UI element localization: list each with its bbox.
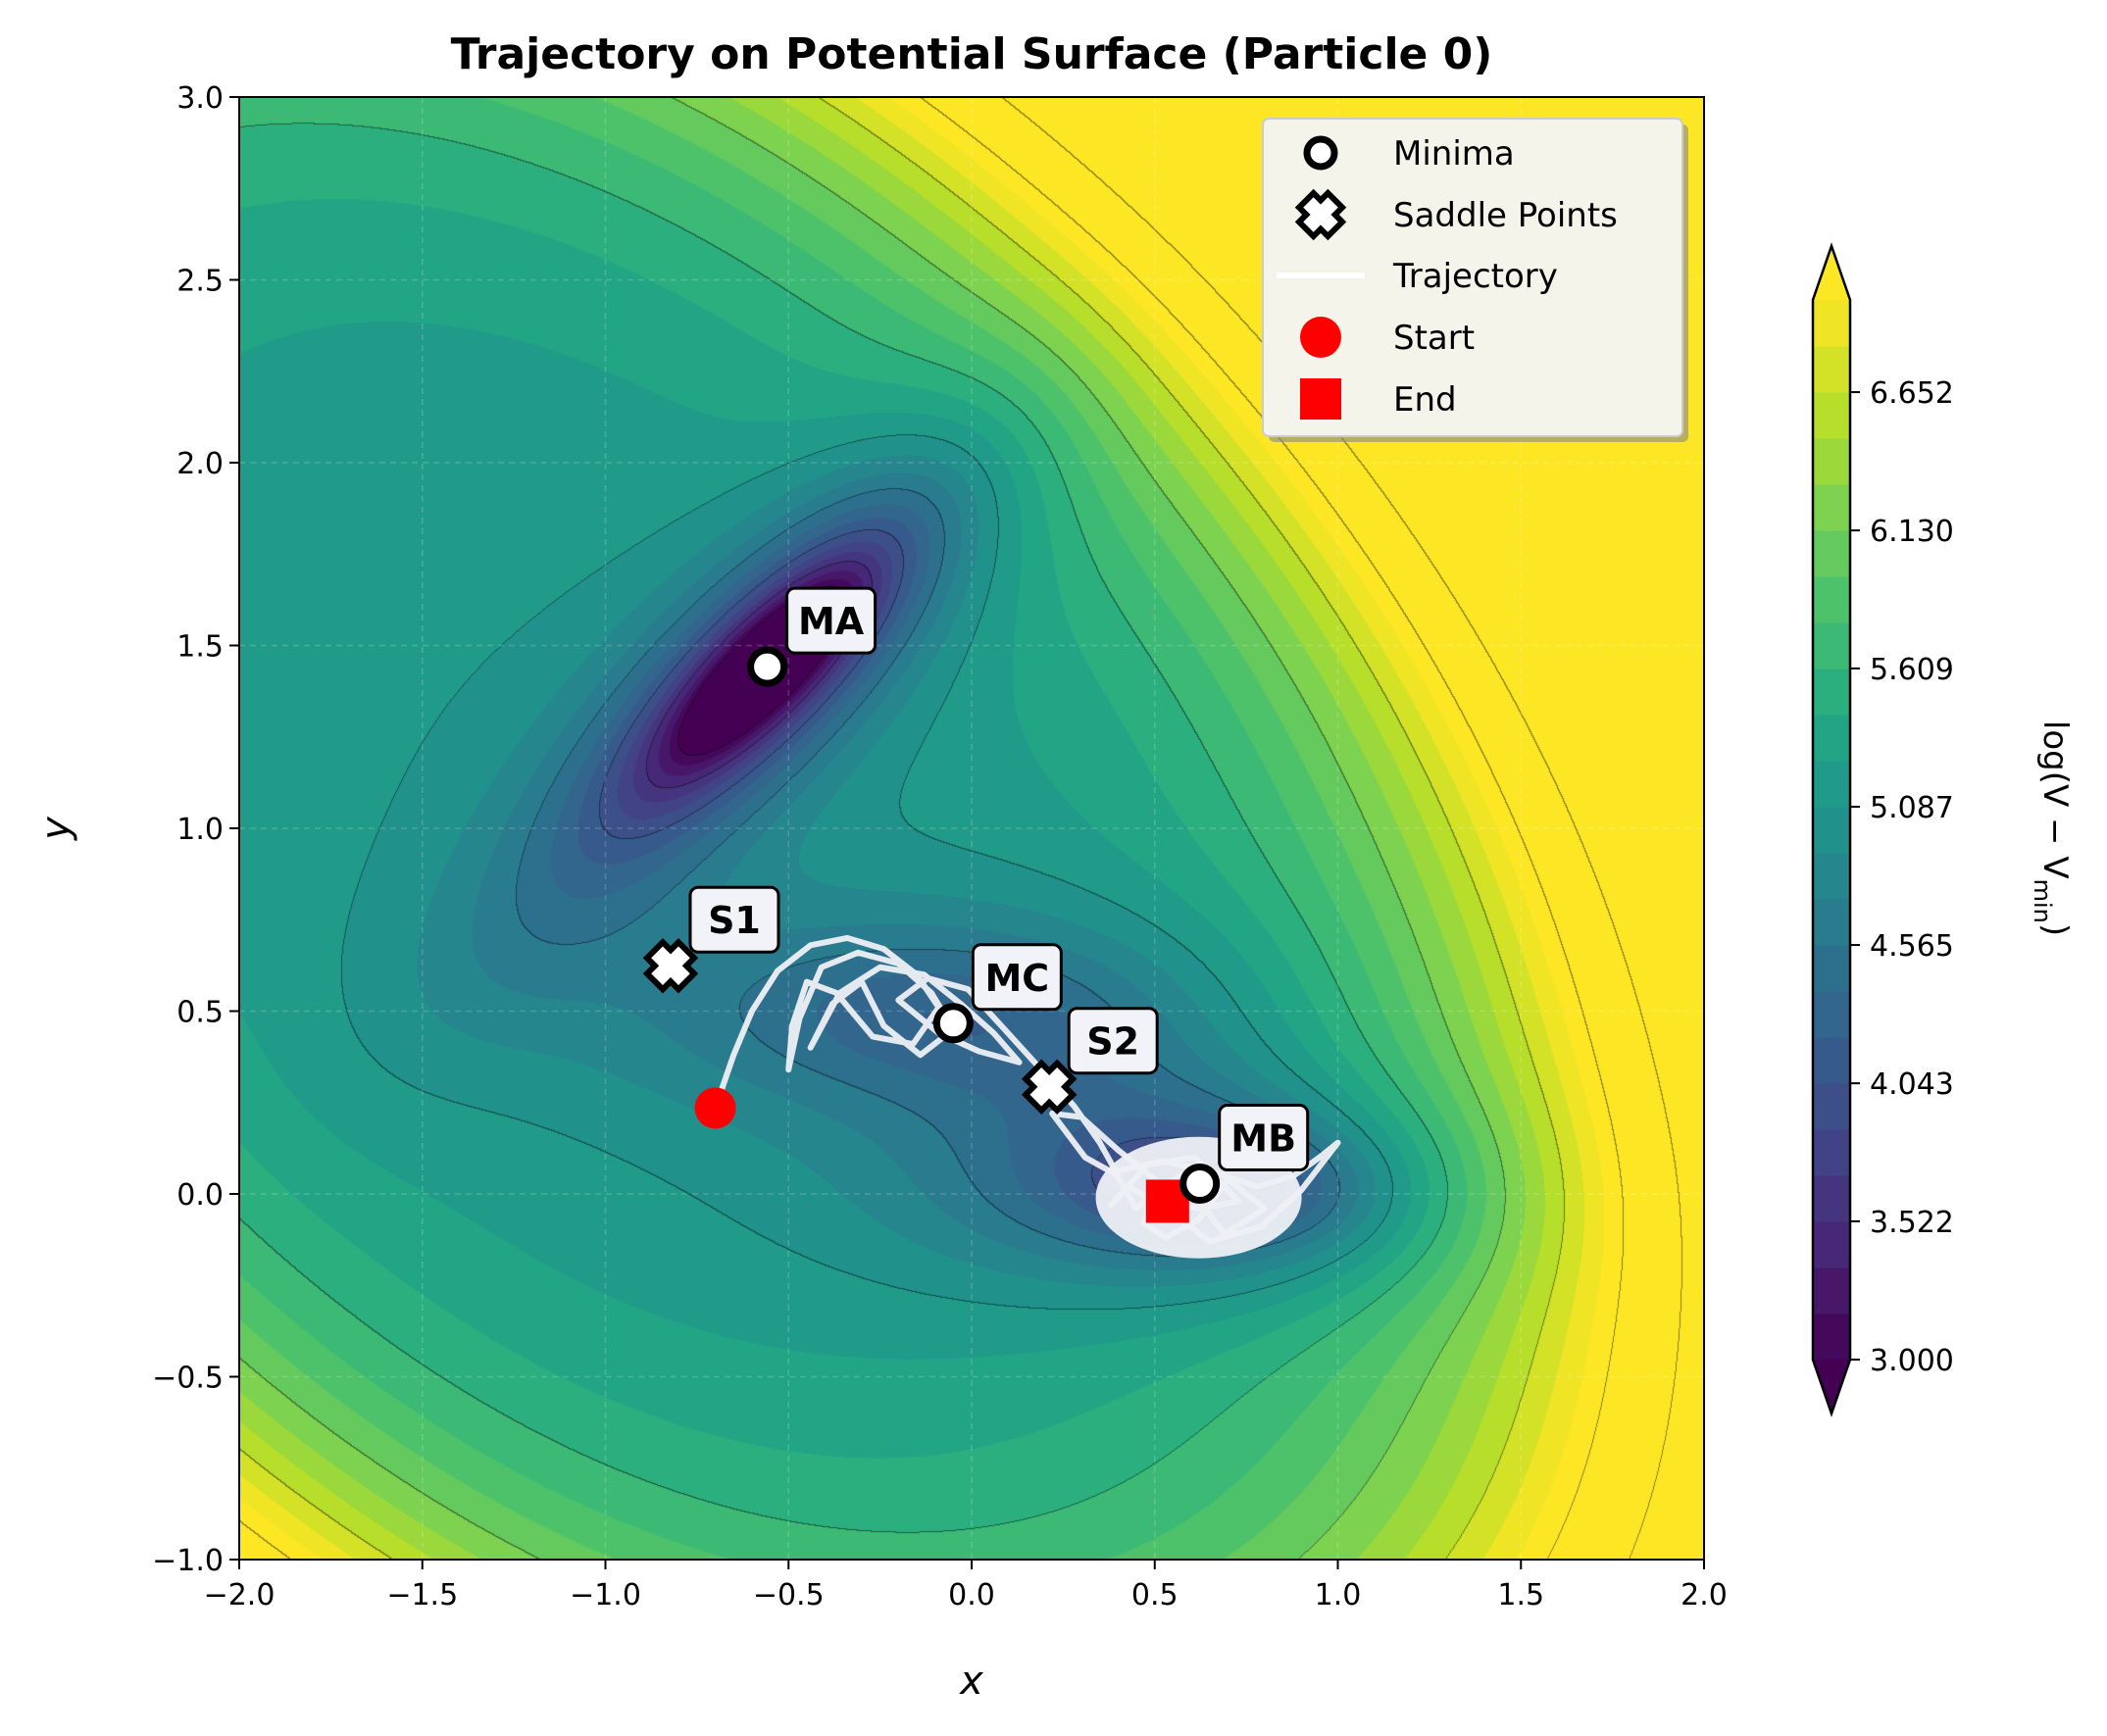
- colorbar-band: [1813, 300, 1850, 347]
- x-tick-label: 1.0: [1315, 1578, 1362, 1612]
- colorbar-band: [1813, 807, 1850, 854]
- x-tick-label: 0.0: [948, 1578, 995, 1612]
- annotation-label: S2: [1086, 1020, 1139, 1064]
- annotation-s2: S2: [1067, 1007, 1159, 1075]
- colorbar-band: [1813, 991, 1850, 1038]
- colorbar-tick-label: 4.565: [1870, 929, 1954, 964]
- y-tick-label: 0.0: [176, 1178, 224, 1213]
- colorbar-band: [1813, 576, 1850, 623]
- y-tick-label: 3.0: [176, 81, 224, 116]
- colorbar-band: [1813, 530, 1850, 577]
- x-tick-label: −0.5: [753, 1578, 825, 1612]
- legend-entry: Minima: [1393, 134, 1515, 174]
- legend: Minima Saddle Points Trajectory Start End: [1262, 118, 1688, 442]
- annotation-label: MA: [798, 600, 865, 643]
- y-axis-label: y: [33, 816, 78, 841]
- colorbar-band: [1813, 1175, 1850, 1222]
- y-tick-label: −1.0: [152, 1544, 224, 1578]
- x-tick-label: −1.0: [570, 1578, 641, 1612]
- annotation-mb: MB: [1218, 1104, 1310, 1172]
- colorbar-band: [1813, 1037, 1850, 1084]
- legend-saddle-icon: [1294, 188, 1347, 241]
- annotation-mc: MC: [971, 943, 1063, 1012]
- x-tick-label: 2.0: [1681, 1578, 1728, 1612]
- y-tick-label: 2.0: [176, 447, 224, 481]
- colorbar-band: [1813, 1314, 1850, 1361]
- y-tick-label: 1.0: [176, 813, 224, 847]
- colorbar-band: [1813, 669, 1850, 716]
- colorbar-tick-label: 6.130: [1870, 515, 1954, 549]
- annotation-label: S1: [708, 899, 761, 942]
- annotation-box: [688, 885, 780, 954]
- legend-entry: End: [1393, 380, 1457, 420]
- minimum-marker: [1179, 1164, 1221, 1205]
- colorbar-label: log(V − Vmin): [2029, 720, 2075, 936]
- y-tick-label: −0.5: [152, 1362, 224, 1396]
- colorbar-band: [1813, 484, 1850, 531]
- colorbar-extend-max: [1813, 246, 1850, 300]
- annotation-box: [1218, 1104, 1310, 1172]
- colorbar-band: [1813, 715, 1850, 762]
- saddle-marker: [642, 938, 699, 994]
- colorbar-tick-label: 6.652: [1870, 376, 1954, 411]
- x-tick-label: −1.5: [386, 1578, 458, 1612]
- annotation-s1: S1: [688, 885, 780, 954]
- axes: −2.0 −1.5 −1.0 −0.5 0.0 0.5 1.0 1.5 2.0 −1.0 −0.5 0…: [152, 81, 1728, 1612]
- legend-end-icon: [1300, 378, 1341, 420]
- annotation-label: MC: [984, 957, 1049, 1000]
- colorbar-band: [1813, 1267, 1850, 1314]
- annotation-box: [785, 586, 878, 655]
- minimum-marker: [932, 1003, 974, 1044]
- colorbar-tick-label: 4.043: [1870, 1067, 1954, 1102]
- trajectory-line: [712, 934, 1341, 1245]
- y-tick-label: 1.5: [176, 630, 224, 665]
- legend-box: [1262, 118, 1683, 437]
- saddle-marker: [1021, 1059, 1078, 1115]
- x-tick-label: 1.5: [1497, 1578, 1544, 1612]
- colorbar-band: [1813, 761, 1850, 808]
- annotation-label: MB: [1230, 1117, 1296, 1161]
- colorbar-band: [1813, 346, 1850, 393]
- colorbar-tick-label: 3.000: [1870, 1344, 1954, 1378]
- colorbar-band: [1813, 622, 1850, 670]
- y-tick-label: 2.5: [176, 265, 224, 299]
- colorbar-extend-min: [1813, 1360, 1850, 1414]
- annotation-box: [971, 943, 1063, 1012]
- colorbar-tick-label: 5.087: [1870, 791, 1954, 825]
- legend-entry: Saddle Points: [1393, 196, 1618, 235]
- colorbar-band: [1813, 1083, 1850, 1130]
- colorbar-tick-label: 5.609: [1870, 653, 1954, 687]
- y-tick-label: 0.5: [176, 996, 224, 1030]
- annotation-box: [1067, 1007, 1159, 1075]
- markers-layer: MA MB MC S1 S2: [642, 586, 1310, 1223]
- x-tick-label: 0.5: [1131, 1578, 1179, 1612]
- colorbar: 3.000 3.522 4.043 4.565 5.087 5.609 6.130 6.652: [1811, 242, 1954, 1417]
- legend-entry: Start: [1393, 319, 1475, 358]
- colorbar-band: [1813, 392, 1850, 439]
- legend-start-icon: [1300, 317, 1341, 358]
- legend-minima-icon: [1303, 135, 1338, 171]
- x-axis-label: x: [958, 1659, 983, 1704]
- x-tick-label: −2.0: [204, 1578, 276, 1612]
- colorbar-band: [1813, 438, 1850, 485]
- colorbar-band: [1813, 1129, 1850, 1176]
- minimum-marker: [747, 646, 788, 687]
- colorbar-tick-label: 3.522: [1870, 1206, 1954, 1240]
- start-marker: [694, 1087, 736, 1129]
- colorbar-band: [1813, 853, 1850, 900]
- colorbar-band: [1813, 899, 1850, 946]
- annotation-ma: MA: [785, 586, 878, 655]
- colorbar-band: [1813, 1221, 1850, 1268]
- legend-entry: Trajectory: [1392, 257, 1558, 296]
- chart-title: Trajectory on Potential Surface (Particl…: [451, 29, 1493, 79]
- colorbar-band: [1813, 945, 1850, 992]
